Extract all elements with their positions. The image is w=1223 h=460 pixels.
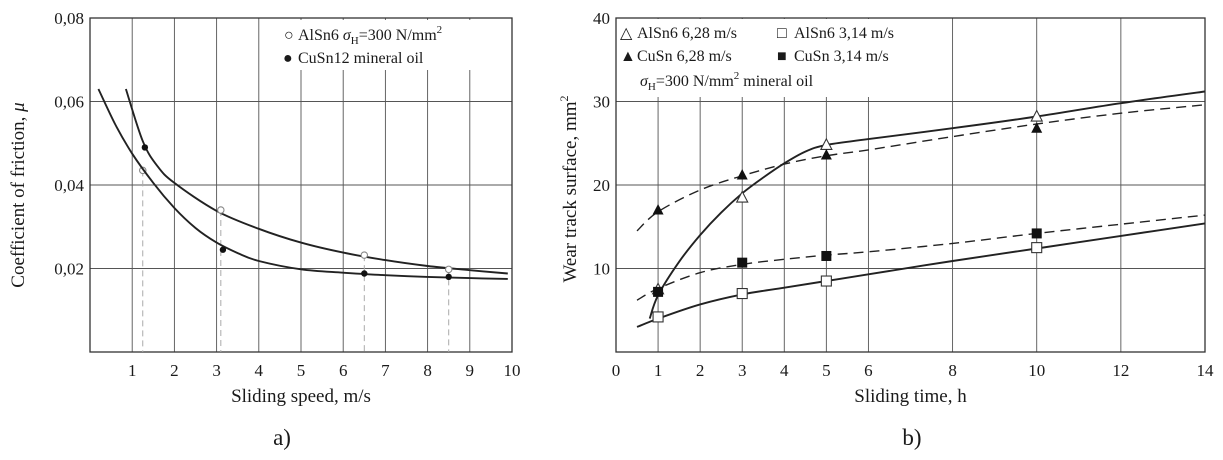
chart-a: 1 2 3 4 5 6 7 8 9 10 0,02 0,04 0,06 0,08 Sliding speed… [8,9,521,450]
data-point [821,250,832,261]
y-axis-label: Coefficient of friction, μ [8,102,29,287]
y-tick-label: 20 [593,176,610,195]
drop-lines-a [142,170,450,352]
fit-curve [636,214,1206,301]
panel-label-a: a) [273,425,291,450]
x-tick-label: 5 [297,361,306,380]
x-tick-label: 12 [1112,361,1129,380]
data-point [735,190,749,203]
legend-note: σH=300 N/mm2 mineral oil [640,70,814,93]
data-point [141,144,149,151]
series-cusn12 [97,88,508,281]
data-point [361,270,368,277]
data-point [653,286,664,297]
y-tick-label: 10 [593,260,610,279]
x-tick-label: 9 [466,361,475,380]
fit-curve [124,88,508,275]
data-point [217,206,225,214]
data-point [1031,242,1043,254]
x-tick-label: 8 [948,361,957,380]
legend-label-cusn12: CuSn12 mineral oil [298,50,424,67]
fit-curve [636,104,1206,232]
x-tick-label: 6 [339,361,348,380]
fit-curve [648,90,1206,319]
x-tick-label: 5 [822,361,831,380]
x-tick-label: 10 [1028,361,1045,380]
y-tick-label: 0,08 [54,9,84,28]
series-alsn6-3-14-m-s [636,222,1206,328]
legend-marker: ■ [777,48,787,65]
legend-label-alsn6-6-28-m-s: AlSn6 6,28 m/s [637,25,737,42]
legend-label-cusn-3-14-m-s: CuSn 3,14 m/s [794,48,889,65]
data-point [737,257,748,268]
x-tick-label: 4 [255,361,264,380]
legend-marker: ▲ [620,48,636,65]
y-axis-label: Wear track surface, mm2 [557,96,581,283]
x-tick-label: 1 [654,361,663,380]
data-point [1030,109,1044,122]
panel-label-b: b) [902,425,921,450]
x-tick-label: 10 [504,361,521,380]
legend-marker-filled-circle: ● [283,50,293,67]
x-tick-label: 8 [423,361,432,380]
y-tick-label: 0,04 [54,176,84,195]
x-tick-label: 1 [128,361,137,380]
x-tick-label: 2 [696,361,705,380]
y-tick-label: 0,06 [54,93,84,112]
data-point [736,168,748,180]
legend-background [617,19,937,97]
data-point [219,246,227,253]
data-point [652,204,664,215]
y-tick-label: 0,02 [54,260,84,279]
data-point [1031,122,1043,133]
data-point [820,148,832,160]
data-point [445,273,452,281]
x-tick-label: 2 [170,361,179,380]
x-tick-label: 3 [212,361,221,380]
x-tick-label: 6 [864,361,873,380]
plot-frame-b [615,17,1206,353]
data-point [820,275,832,287]
x-tick-label: 7 [381,361,390,380]
legend-label-alsn6-3-14-m-s: AlSn6 3,14 m/s [794,25,894,42]
legend-marker-open-circle: ○ [284,27,294,44]
y-tick-label: 40 [593,9,610,28]
x-axis-label: Sliding speed, m/s [231,386,371,407]
legend-b: △ AlSn6 6,28 m/s □ AlSn6 3,14 m/s ▲ CuSn 6,28… [617,19,937,97]
series-cusn-6-28-m-s [636,104,1206,232]
x-tick-label: 3 [738,361,747,380]
legend-label-cusn-6-28-m-s: CuSn 6,28 m/s [637,48,732,65]
x-tick-label: 4 [780,361,789,380]
x-tick-label: 14 [1197,361,1215,380]
x-axis-label: Sliding time, h [854,386,967,407]
plot-frame-a [89,17,513,353]
series-cusn-3-14-m-s [636,214,1206,301]
x-tick-label: 0 [612,361,621,380]
legend-marker: □ [777,25,787,42]
data-point [444,265,453,274]
series-alsn6 [124,88,508,275]
series-alsn6-6-28-m-s [648,90,1206,319]
fit-curve [97,88,508,280]
legend-label-alsn6: AlSn6 σH=300 N/mm2 [298,24,442,47]
data-point [652,311,664,323]
legend-a: ○ AlSn6 σH=300 N/mm2 ● CuSn12 mineral oil [281,20,511,70]
legend-background [281,20,511,70]
y-tick-label: 30 [593,93,610,112]
data-point [736,287,748,300]
legend-marker: △ [620,25,633,42]
fit-curve [636,222,1206,328]
data-point [1031,228,1042,239]
data-point [360,251,369,259]
